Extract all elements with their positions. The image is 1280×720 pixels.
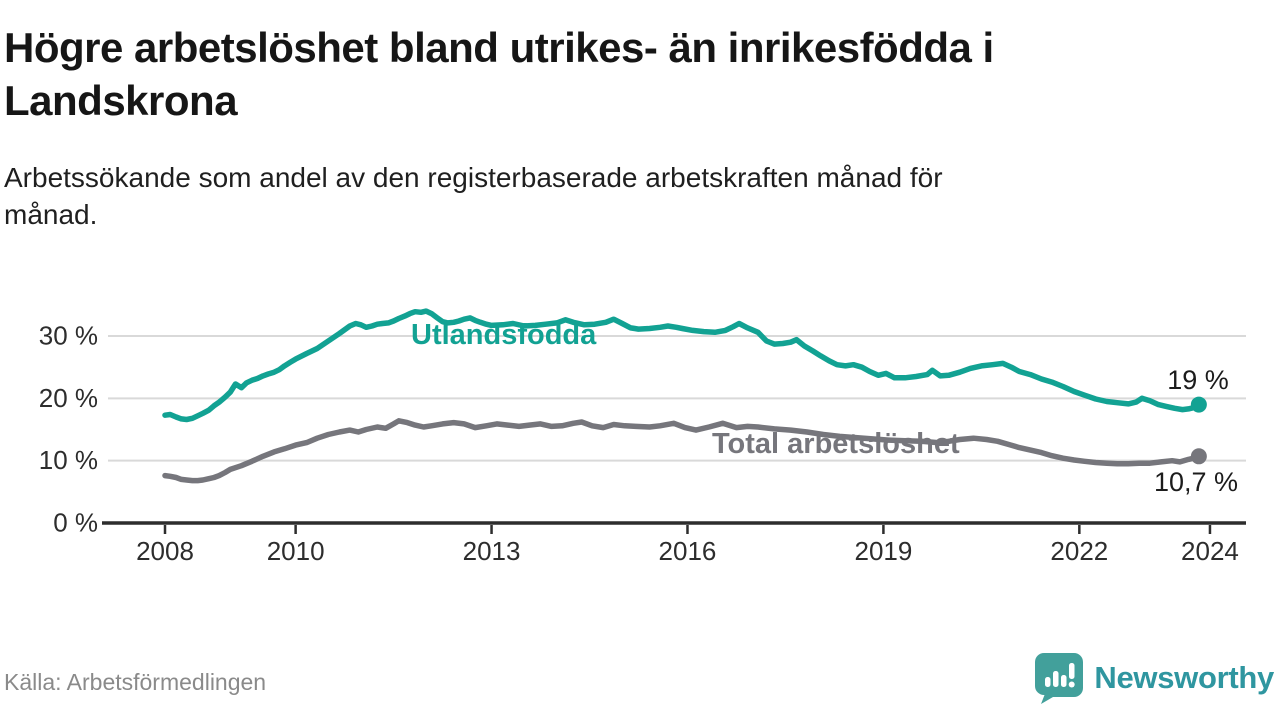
y-axis-tick-label: 30 % xyxy=(39,321,98,351)
y-axis-tick-label: 20 % xyxy=(39,383,98,413)
brand-name: Newsworthy xyxy=(1094,660,1274,695)
chart-subtitle: Arbetssökande som andel av den registerb… xyxy=(4,160,1224,234)
y-axis-tick-label: 0 % xyxy=(53,508,98,538)
newsworthy-bubble-icon xyxy=(1035,653,1084,704)
series-label-total-arbetsloshet: Total arbetslöshet xyxy=(712,428,960,460)
series-label-utlandsfodda: Utlandsfödda xyxy=(411,319,597,351)
x-axis-tick-label: 2008 xyxy=(136,536,194,566)
page-title-line2: Landskrona xyxy=(4,76,238,124)
page-title: Högre arbetslöshet bland utrikes- än inr… xyxy=(4,22,1264,128)
chart-subtitle-line2: månad. xyxy=(4,198,98,230)
x-axis-tick-label: 2019 xyxy=(854,536,912,566)
series-end-dot-utlandsfodda xyxy=(1190,396,1207,413)
series-line-total-arbetsloshet xyxy=(162,418,1202,484)
page-title-line1: Högre arbetslöshet bland utrikes- än inr… xyxy=(4,24,994,71)
x-axis-tick-label: 2016 xyxy=(659,536,717,566)
brand-logo: Newsworthy xyxy=(1034,652,1274,704)
y-axis-tick-label: 10 % xyxy=(39,445,98,475)
source-note: Källa: Arbetsförmedlingen xyxy=(4,669,267,695)
x-axis-tick-label: 2024 xyxy=(1181,536,1239,566)
series-line-utlandsfodda xyxy=(162,308,1202,423)
end-value-label-total-arbetsloshet: 10,7 % xyxy=(1154,467,1238,497)
x-axis-tick-label: 2013 xyxy=(463,536,521,566)
exclamation-dot xyxy=(1069,681,1076,688)
end-value-label-utlandsfodda: 19 % xyxy=(1167,365,1229,395)
x-axis-tick-label: 2010 xyxy=(267,536,325,566)
speech-bubble-shape xyxy=(1035,653,1084,704)
exclamation-bar xyxy=(1069,663,1075,679)
bar-chart-glyph xyxy=(1045,663,1076,688)
series-end-dot-total-arbetsloshet xyxy=(1190,448,1207,465)
x-axis-tick-label: 2022 xyxy=(1050,536,1108,566)
chart-subtitle-line1: Arbetssökande som andel av den registerb… xyxy=(4,162,943,193)
